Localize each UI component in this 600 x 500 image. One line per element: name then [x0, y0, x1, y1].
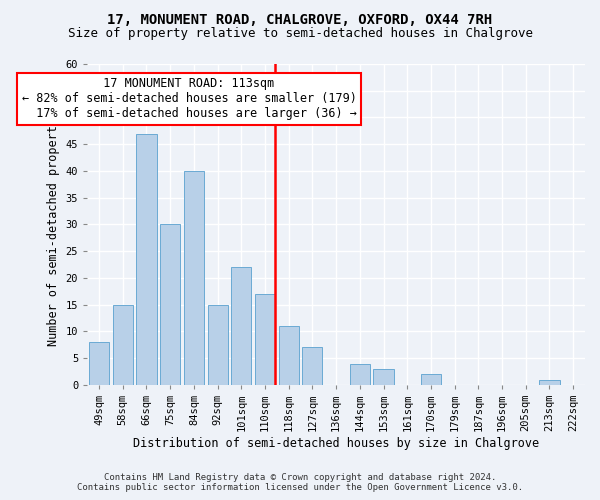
- Bar: [160, 224, 180, 385]
- Text: 17, MONUMENT ROAD, CHALGROVE, OXFORD, OX44 7RH: 17, MONUMENT ROAD, CHALGROVE, OXFORD, OX…: [107, 12, 493, 26]
- Bar: [184, 171, 204, 385]
- Bar: [255, 294, 275, 385]
- Bar: [302, 348, 322, 385]
- Bar: [231, 267, 251, 385]
- Text: 17 MONUMENT ROAD: 113sqm  
← 82% of semi-detached houses are smaller (179)
  17%: 17 MONUMENT ROAD: 113sqm ← 82% of semi-d…: [22, 78, 356, 120]
- Bar: [113, 304, 133, 385]
- Bar: [89, 342, 109, 385]
- Y-axis label: Number of semi-detached properties: Number of semi-detached properties: [47, 104, 60, 346]
- Bar: [208, 304, 227, 385]
- Text: Size of property relative to semi-detached houses in Chalgrove: Size of property relative to semi-detach…: [67, 28, 533, 40]
- Bar: [278, 326, 299, 385]
- Text: Contains HM Land Registry data © Crown copyright and database right 2024.
Contai: Contains HM Land Registry data © Crown c…: [77, 473, 523, 492]
- Bar: [373, 369, 394, 385]
- Bar: [539, 380, 560, 385]
- Bar: [421, 374, 441, 385]
- Bar: [350, 364, 370, 385]
- X-axis label: Distribution of semi-detached houses by size in Chalgrove: Distribution of semi-detached houses by …: [133, 437, 539, 450]
- Bar: [136, 134, 157, 385]
